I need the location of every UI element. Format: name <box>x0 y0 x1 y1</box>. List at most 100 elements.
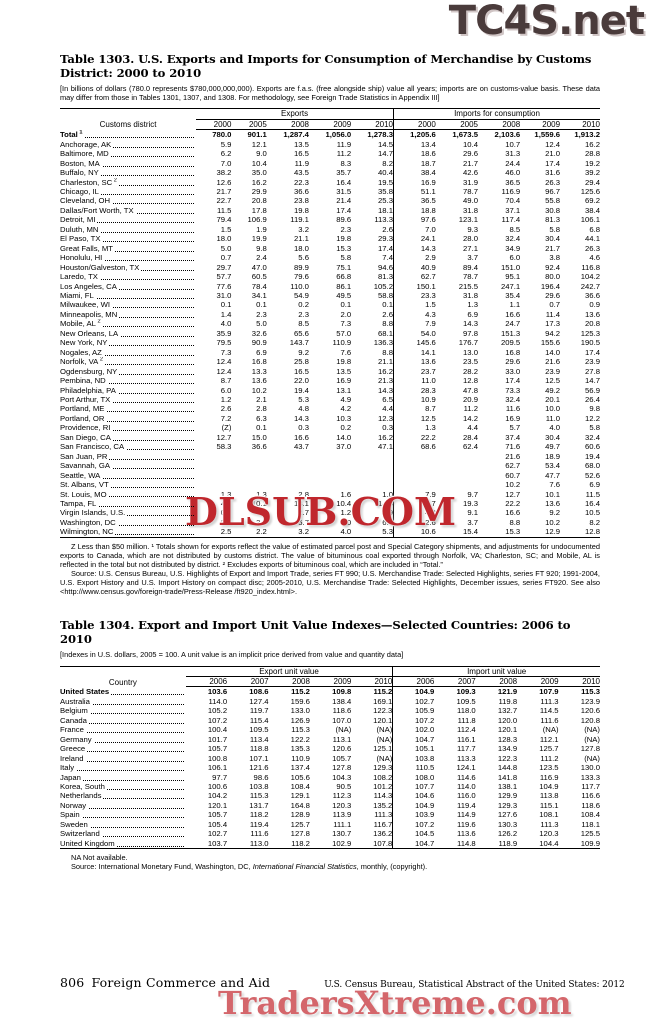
table-row: Laredo, TX 57.7 60.5 79.6 66.8 81.3 62.7 78.7 95… <box>60 272 600 282</box>
cell-import-3: 120.3 <box>539 829 559 839</box>
leader-dots <box>60 297 195 299</box>
cell-imports-0: 51.1 <box>392 187 436 197</box>
cell-imports-3: 13.6 <box>545 498 561 508</box>
leader-dots <box>60 411 195 413</box>
cell-exports-1: 17.8 <box>251 205 267 215</box>
cell-exports-0: 12.7 <box>216 432 232 442</box>
cell-imports-4: 106.1 <box>580 215 600 225</box>
cell-exports-0: 11.5 <box>217 205 232 215</box>
leader-dots <box>60 449 195 451</box>
table-row: United Kingdom 103.7 113.0 118.2 102.9 107.8 1… <box>60 838 600 850</box>
cell-exports-2: 4.8 <box>298 404 309 414</box>
cell-import-1: 116.0 <box>457 791 476 801</box>
cell-exports-0: 58.3 <box>216 442 232 452</box>
cell-imports-0 <box>392 470 436 481</box>
table-row: Portland, OR 7.2 6.3 14.3 10.3 12.3 12.5 14.2 16… <box>60 413 600 424</box>
cell-imports-1: 176.7 <box>458 338 478 348</box>
leader-dots <box>60 420 195 422</box>
cell-exports-0 <box>196 461 231 470</box>
cell-exports-0: 8.7 <box>220 376 232 386</box>
page-footer: 806 Foreign Commerce and Aid U.S. Census… <box>60 975 642 990</box>
row-label: Ogdensburg, NY <box>60 366 196 376</box>
cell-imports-2: 10.7 <box>505 139 521 149</box>
cell-import-4: 130.0 <box>580 763 600 773</box>
table-row: Korea, South 100.6 103.8 108.4 90.5 101.2 107.… <box>60 782 600 792</box>
cell-exports-1: 5.0 <box>256 319 267 329</box>
table-row: Cleveland, OH 22.7 20.8 23.8 21.4 25.3 36.5 49.… <box>60 196 600 206</box>
table-row: Norway 120.1 131.7 164.8 120.3 135.2 104.9 119.… <box>60 800 600 811</box>
cell-imports-0: 68.6 <box>392 442 436 452</box>
row-label: Switzerland <box>60 829 186 839</box>
row-label: Mobile, AL 2 <box>60 319 196 329</box>
cell-imports-0: 14.1 <box>392 347 436 358</box>
cell-imports-4: 32.4 <box>585 432 600 442</box>
row-label: Seattle, WA <box>60 470 196 480</box>
row-label: Washington, DC <box>60 517 196 527</box>
cell-imports-0: 7.9 <box>392 319 436 329</box>
cell-exports-2: 25.8 <box>294 357 309 367</box>
cell-imports-0: 62.7 <box>392 272 436 282</box>
cell-imports-0: 10.6 <box>392 527 436 538</box>
cell-imports-2: 35.4 <box>505 291 521 301</box>
leader-dots <box>60 487 195 489</box>
cell-imports-2: 16.8 <box>505 347 521 357</box>
cell-export-3: 112.3 <box>332 791 352 801</box>
cell-exports-0: 35.9 <box>216 328 232 338</box>
cell-exports-0: 21.7 <box>216 187 232 197</box>
cell-export-0: 105.2 <box>207 706 228 716</box>
cell-imports-4: 9.8 <box>589 404 600 414</box>
cell-exports-3: 86.1 <box>336 281 352 291</box>
page-content: Table 1303. U.S. Exports and Imports for… <box>60 52 600 871</box>
cell-exports-2: 1,287.4 <box>283 130 309 140</box>
table-row: Netherlands 104.2 115.3 129.1 112.3 114.3 104.… <box>60 791 600 801</box>
cell-imports-4: 5.8 <box>589 423 600 433</box>
cell-imports-3: 4.0 <box>549 423 561 433</box>
table-row: Germany 101.7 113.4 122.2 113.1 (NA) 104.7 116.… <box>60 734 600 745</box>
cell-imports-3: 10.0 <box>545 404 561 414</box>
row-label: Sweden <box>60 819 186 829</box>
cell-exports-0: 1.4 <box>220 309 232 319</box>
cell-exports-0: 2.8 <box>220 517 232 527</box>
leader-dots <box>60 826 184 828</box>
cell-import-0: 102.7 <box>392 696 435 707</box>
cell-imports-3: 9.2 <box>549 508 561 518</box>
table-row: Portland, ME 2.6 2.8 4.8 4.2 4.4 8.7 11.2 11.6 10… <box>60 404 600 414</box>
leader-dots <box>60 364 195 366</box>
cell-imports-3: 26.3 <box>545 177 561 187</box>
th-1303-exp-2008: 2008 <box>266 119 309 131</box>
cell-exports-2: 2.3 <box>298 309 309 319</box>
leader-dots <box>60 184 195 186</box>
page-number: 806 <box>60 975 85 990</box>
row-label: Chicago, IL <box>60 187 196 197</box>
cell-exports-3: 17.4 <box>336 205 352 215</box>
cell-imports-4: 36.6 <box>585 291 600 301</box>
cell-export-0: 97.7 <box>212 772 228 782</box>
cell-imports-4: 242.7 <box>580 281 600 291</box>
row-label: Duluth, MN <box>60 224 196 234</box>
cell-export-3: 127.8 <box>332 763 352 773</box>
cell-exports-4 <box>351 461 393 470</box>
leader-dots <box>60 439 195 441</box>
cell-imports-2: 247.1 <box>500 281 521 291</box>
cell-exports-3: 7.3 <box>340 319 352 329</box>
cell-exports-0: 12.4 <box>216 366 232 376</box>
cell-exports-3: 57.0 <box>336 328 352 338</box>
cell-exports-3: 1.2 <box>340 508 352 518</box>
cell-export-1: 119.4 <box>249 819 269 829</box>
cell-imports-3: 5.8 <box>549 224 561 234</box>
cell-exports-1: 19.9 <box>251 234 267 244</box>
table-row: Spain 105.7 118.2 128.9 113.9 111.3 103.9 114.9… <box>60 810 600 820</box>
cell-export-0: 103.6 <box>207 687 228 697</box>
th-1304-exp-2006: 2006 <box>185 676 228 688</box>
row-label: Belgium <box>60 706 186 716</box>
cell-export-0: 100.8 <box>207 753 228 763</box>
cell-import-0: 103.9 <box>392 810 435 820</box>
cell-imports-4: 69.2 <box>585 196 600 206</box>
cell-imports-3: 47.7 <box>545 470 561 480</box>
cell-export-2: 137.4 <box>290 763 310 773</box>
leader-dots <box>60 165 195 167</box>
cell-import-2: 132.7 <box>497 706 518 716</box>
cell-exports-4: 12.3 <box>378 413 393 423</box>
th-1304-imp-2009: 2009 <box>517 676 559 688</box>
cell-import-2: 122.3 <box>497 753 518 763</box>
